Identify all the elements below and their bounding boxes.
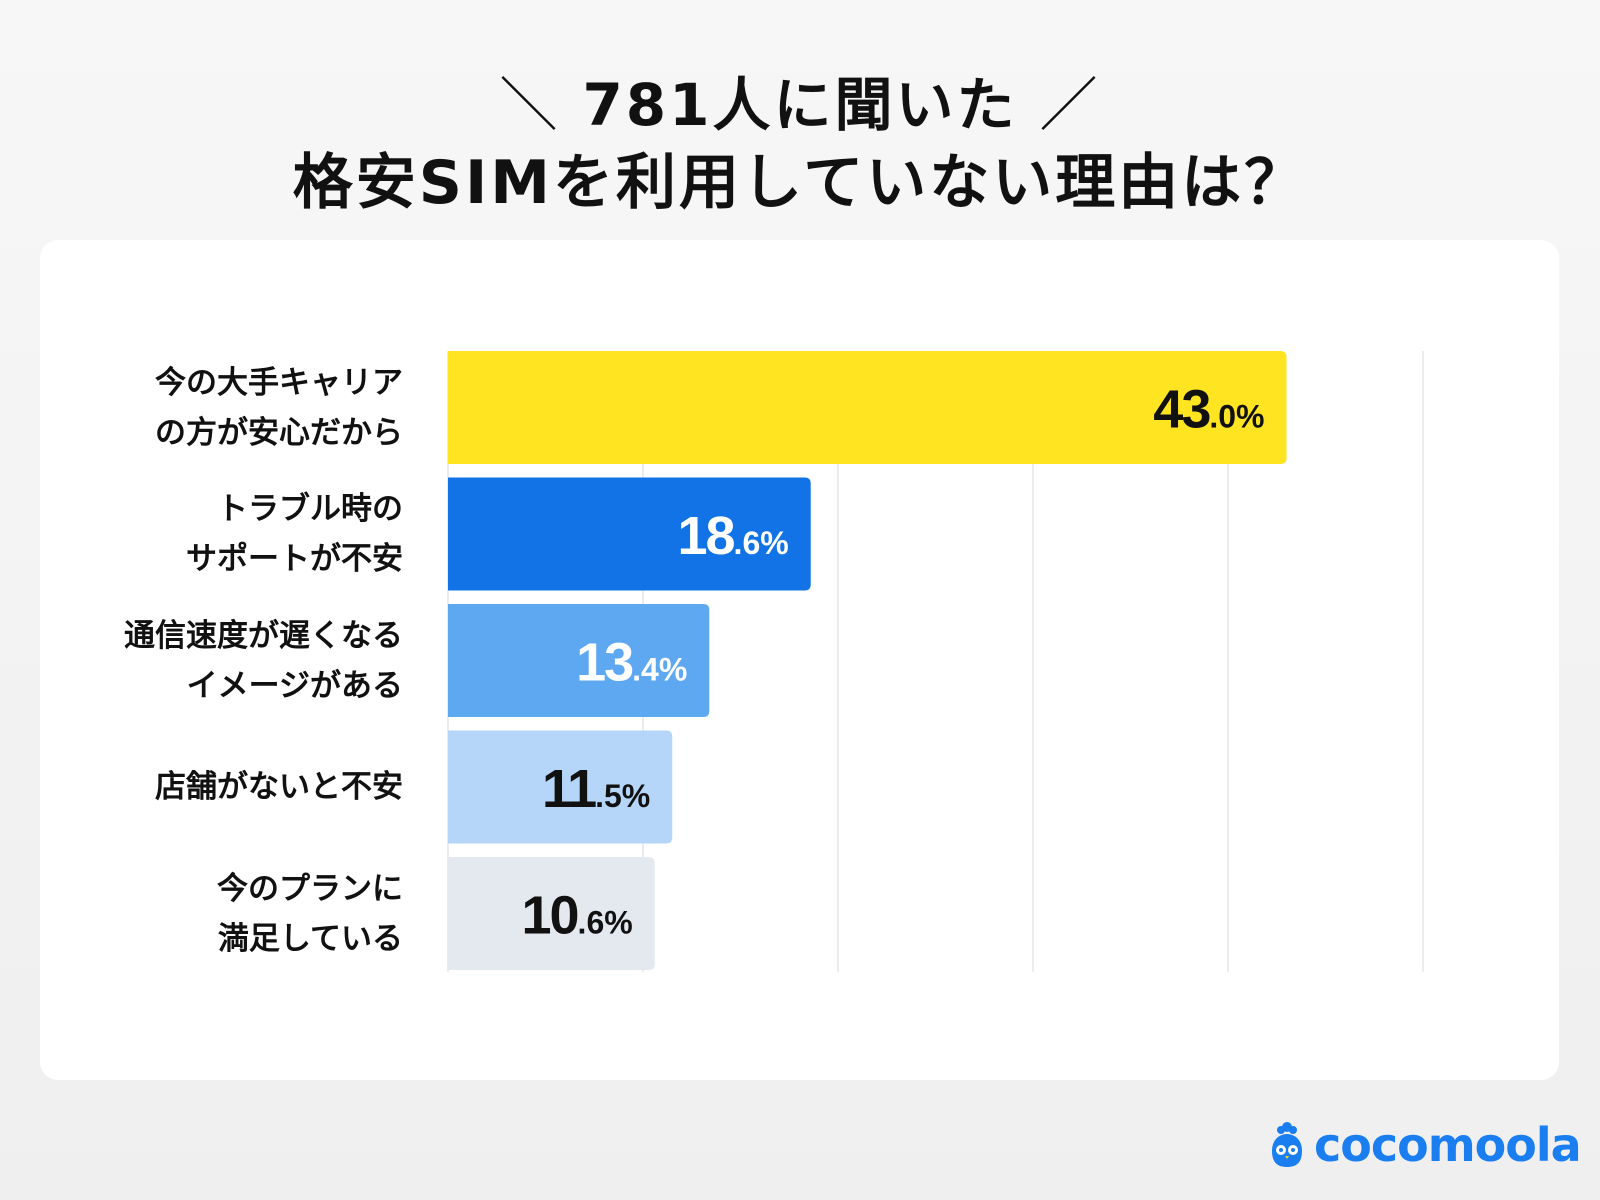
value-label: 43.0% [1153,380,1264,440]
title-text: 781人に聞いた [582,71,1018,139]
bar [448,477,811,591]
chart-title-line1: ＼ 781人に聞いた ／ [0,58,1600,142]
category-label: トラブル時の サポートが不安 [186,491,403,577]
slash-left: ＼ [499,71,561,139]
mascot-icon [1272,1122,1302,1167]
value-label: 10.6% [521,886,632,946]
logo-text: cocomoola [1314,1118,1582,1172]
bar [448,351,1287,464]
value-label: 18.6% [677,506,788,566]
bar [448,857,655,970]
bar [448,730,673,844]
slash-right: ／ [1039,71,1101,139]
category-label: 通信速度が遅くなる イメージがある [124,617,403,704]
value-label: 11.5% [542,759,650,819]
cocomoola-logo: cocomoola [1266,1118,1582,1172]
chart-title-line2: 格安SIMを利用していない理由は？ [292,148,1308,218]
category-label: 店舗がないと不安 [155,769,403,805]
value-label: 13.4% [576,633,687,693]
bar [448,604,710,717]
category-label: 今の大手キャリア の方が安心だから [155,364,403,451]
category-label: 今のプランに 満足している [217,870,403,957]
